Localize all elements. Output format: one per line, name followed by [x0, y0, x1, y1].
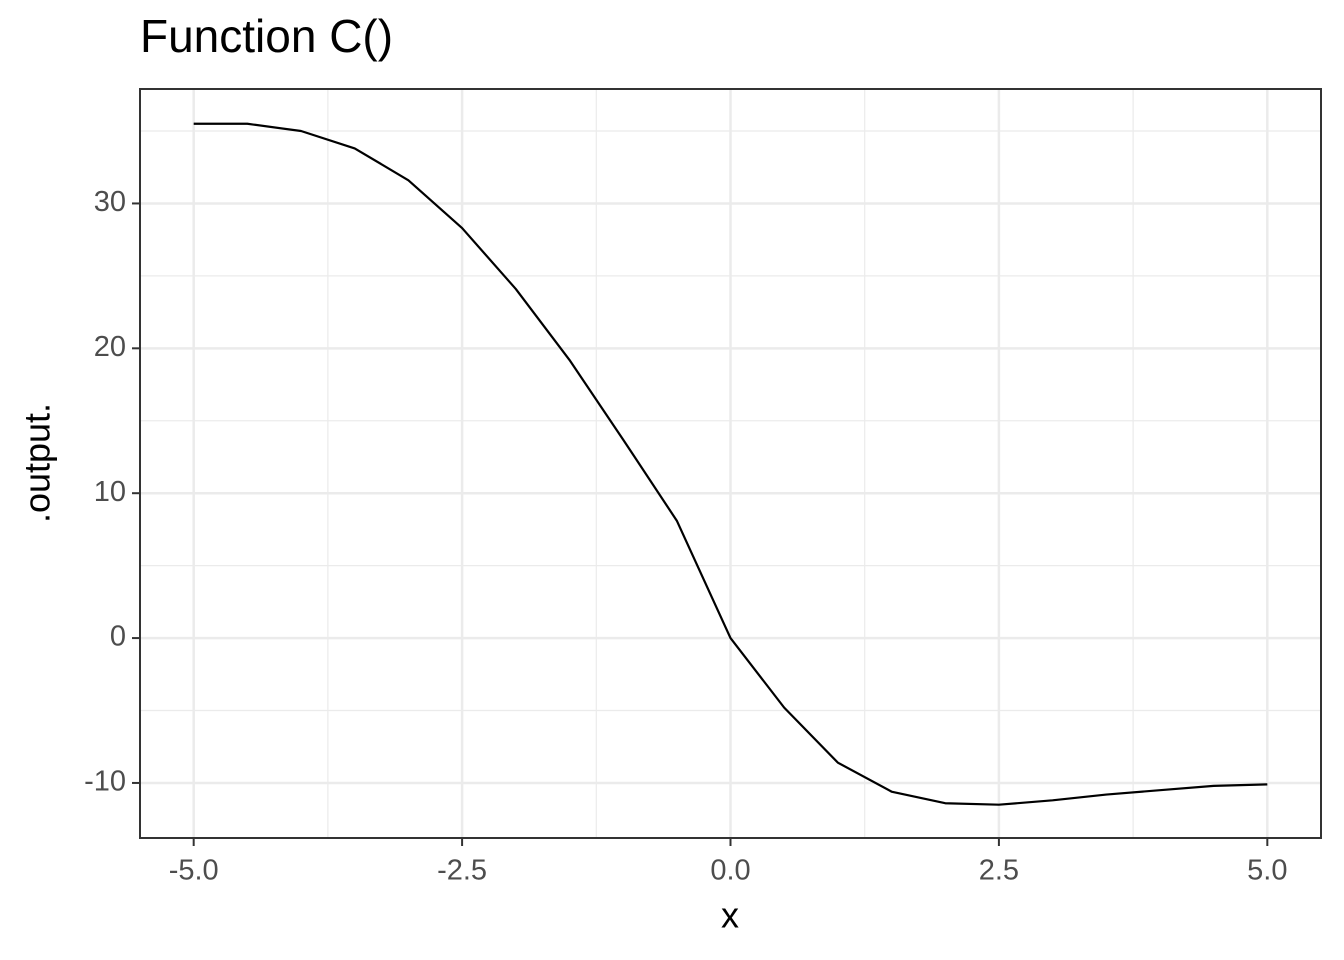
y-tick-label: 10: [94, 476, 126, 508]
line: [193, 122, 1268, 806]
y-tick-label: 30: [94, 186, 126, 218]
x-tick-label: -2.5: [437, 855, 487, 887]
x-tick-label: 5.0: [1247, 855, 1287, 887]
chart-title: Function C(): [140, 10, 393, 62]
x-tick-label: 2.5: [979, 855, 1019, 887]
panel-border: [139, 88, 1322, 839]
x-tick-label: 0.0: [710, 855, 750, 887]
y-tick-label: -10: [84, 766, 126, 798]
x-tick-label: -5.0: [169, 855, 219, 887]
y-tick-label: 20: [94, 331, 126, 363]
y-axis-label: .output.: [17, 403, 58, 523]
y-tick-label: 0: [110, 621, 126, 653]
x-axis-label: x: [721, 895, 739, 936]
